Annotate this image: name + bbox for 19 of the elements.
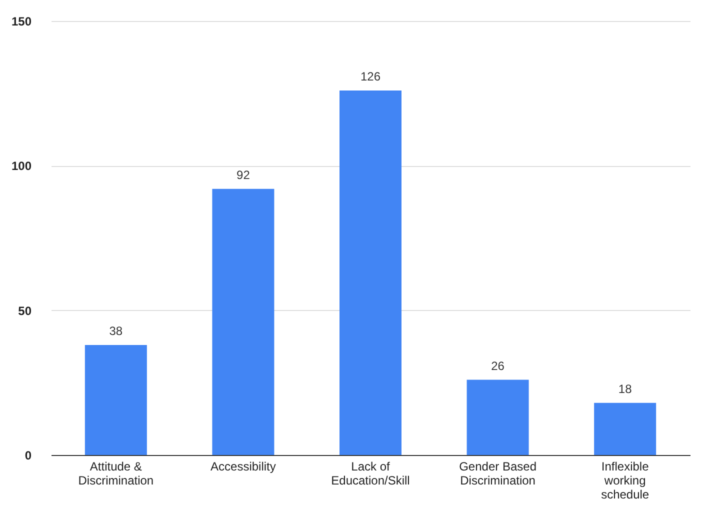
bar (466, 380, 529, 455)
y-tick-label: 150 (11, 14, 32, 28)
x-tick-label: Inflexible working schedule (601, 460, 650, 502)
bar (212, 188, 274, 455)
bar (594, 402, 656, 455)
data-label: 92 (236, 168, 250, 182)
x-tick-label: Attitude & Discrimination (78, 460, 154, 488)
data-label: 38 (109, 324, 123, 338)
y-tick-label: 100 (11, 159, 32, 174)
x-tick-label: Gender Based Discrimination (459, 460, 536, 488)
x-tick-label: Lack of Education/Skill (331, 460, 410, 488)
data-label: 18 (618, 382, 632, 396)
y-tick-label: 0 (24, 448, 32, 462)
x-tick-label: Accessibility (210, 460, 276, 474)
data-label: 26 (491, 358, 505, 373)
data-label: 126 (360, 69, 381, 84)
y-tick-label: 50 (18, 304, 32, 318)
bar (340, 90, 402, 455)
bar (84, 345, 147, 455)
